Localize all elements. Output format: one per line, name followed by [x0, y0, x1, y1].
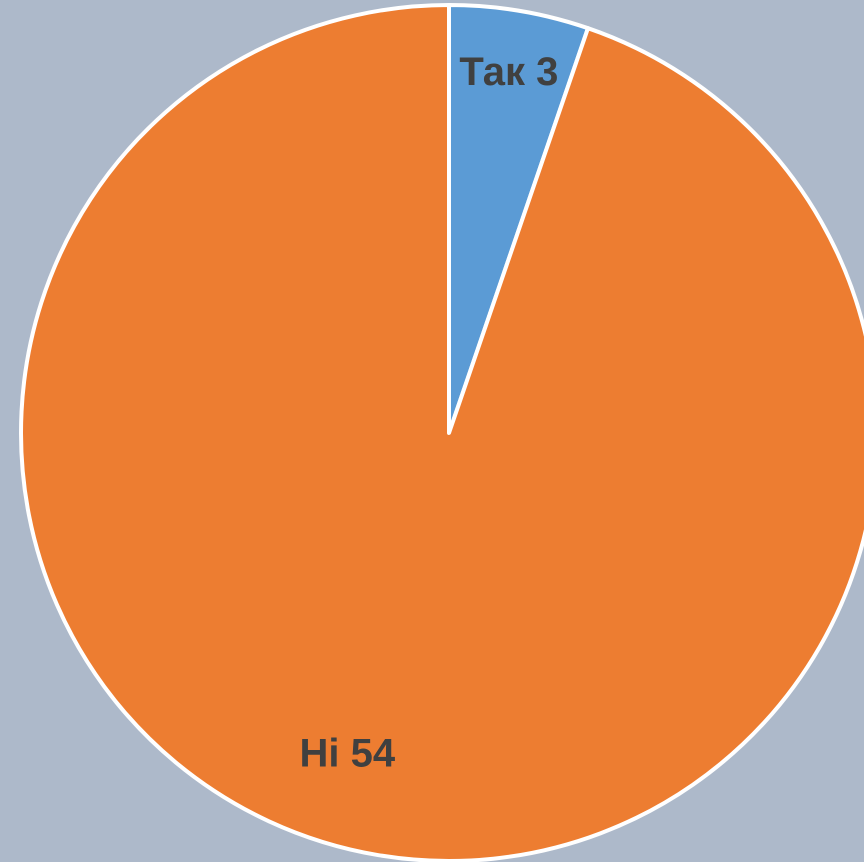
pie-slice — [19, 3, 864, 862]
label-value: 54 — [351, 731, 396, 775]
label-value: 3 — [536, 50, 558, 94]
label-category: Так — [459, 50, 526, 94]
data-label: Так 3 — [459, 50, 558, 94]
label-category: Ні — [300, 731, 340, 775]
data-label: Ні 54 — [300, 731, 396, 775]
